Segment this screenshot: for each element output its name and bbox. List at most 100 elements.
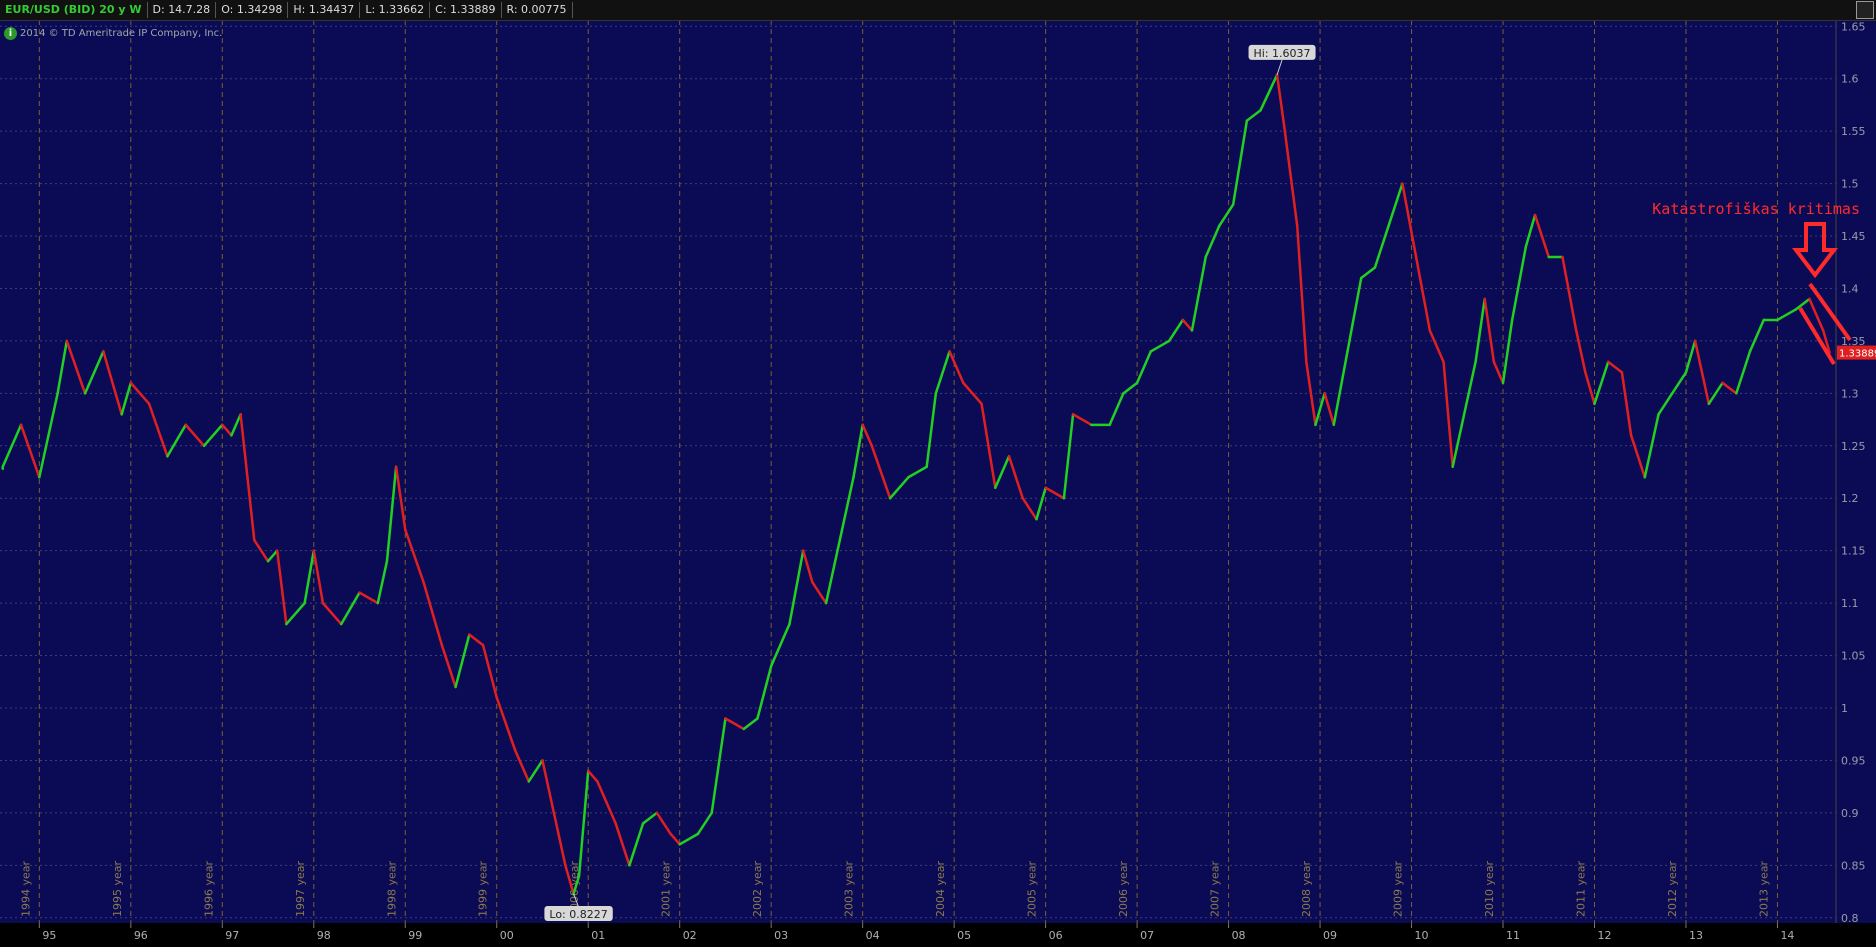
trend-line — [1808, 282, 1852, 342]
x-tick-label: 03 — [774, 929, 788, 942]
price-segment — [1671, 371, 1688, 395]
price-segment — [422, 580, 444, 647]
price-segment — [1684, 339, 1697, 374]
price-segment — [1275, 73, 1285, 122]
x-tick-label: 02 — [683, 929, 697, 942]
price-segment — [1574, 329, 1587, 374]
last-price-label: 1.33889 — [1839, 349, 1876, 360]
price-segment — [564, 864, 575, 896]
price-segment — [1071, 413, 1093, 427]
y-tick-label: 1.65 — [1841, 20, 1866, 33]
price-segment — [838, 476, 855, 542]
y-tick-label: 1.25 — [1841, 440, 1866, 453]
y-tick-label: 0.85 — [1841, 859, 1866, 872]
price-segment — [1245, 108, 1262, 122]
price-segment — [394, 465, 407, 531]
price-segment — [1584, 371, 1596, 406]
year-label: 2004 year — [934, 860, 947, 917]
year-label: 1999 year — [477, 860, 490, 917]
price-segment — [1190, 255, 1207, 332]
price-segment — [495, 696, 517, 752]
price-segment — [129, 381, 151, 406]
price-segment — [1533, 213, 1551, 259]
y-tick-label: 1.2 — [1841, 492, 1859, 505]
price-segment — [934, 350, 951, 395]
y-tick-label: 1.45 — [1841, 230, 1866, 243]
chart-settings-button[interactable] — [1856, 1, 1874, 19]
price-segment — [1735, 350, 1752, 395]
trend-line — [1798, 306, 1836, 366]
y-tick-label: 0.9 — [1841, 807, 1859, 820]
price-segment — [541, 759, 558, 825]
y-tick-label: 1.4 — [1841, 282, 1859, 295]
x-tick-label: 09 — [1323, 929, 1337, 942]
price-segment — [83, 350, 105, 395]
price-segment — [1359, 266, 1377, 280]
year-label: 2013 year — [1757, 860, 1770, 917]
price-segment — [788, 549, 805, 626]
copyright-text: 2014 © TD Ameritrade IP Company, Inc. — [20, 28, 223, 39]
year-label: 2006 year — [1117, 860, 1130, 917]
price-segment — [166, 423, 187, 458]
copyright: i 2014 © TD Ameritrade IP Company, Inc. — [4, 27, 222, 40]
price-segment — [1620, 371, 1633, 437]
price-segment — [1135, 350, 1153, 385]
year-label: 2010 year — [1483, 860, 1496, 917]
price-segment — [468, 633, 485, 647]
price-segment — [404, 528, 425, 584]
x-axis-area — [0, 923, 1876, 947]
price-segment — [454, 633, 471, 689]
price-segment — [655, 811, 672, 836]
price-segment — [1401, 182, 1418, 259]
price-segment — [1204, 224, 1221, 259]
extreme-label-box — [1248, 44, 1316, 60]
y-tick-label: 1.6 — [1841, 73, 1859, 86]
price-segment — [385, 465, 398, 563]
price-segment — [641, 811, 659, 825]
price-segment — [1693, 339, 1711, 406]
price-segment — [1122, 381, 1139, 395]
price-segment — [1149, 339, 1171, 353]
x-tick-label: 10 — [1415, 929, 1429, 942]
price-segment — [65, 339, 87, 395]
price-segment — [1510, 245, 1528, 322]
price-segment — [120, 381, 133, 416]
price-segment — [669, 832, 681, 846]
price-segment — [1373, 224, 1390, 269]
price-segment — [481, 643, 498, 699]
price-segment — [285, 601, 306, 626]
price-segment — [596, 780, 617, 825]
price-segment — [1259, 73, 1279, 112]
y-tick-label: 1.15 — [1841, 545, 1866, 558]
x-tick-label: 05 — [957, 929, 971, 942]
year-label: 2009 year — [1392, 860, 1405, 917]
price-segment — [312, 549, 325, 605]
year-label: 2003 year — [843, 860, 856, 917]
price-segment — [1218, 203, 1235, 227]
price-segment — [239, 413, 256, 542]
price-segment — [769, 622, 791, 668]
header-field: O: 1.34298 — [216, 2, 289, 18]
price-segment — [1821, 329, 1831, 354]
x-tick-label: 98 — [317, 929, 331, 942]
extreme-pointer — [1276, 59, 1283, 76]
price-segment — [710, 717, 727, 815]
info-icon[interactable]: i — [4, 27, 17, 40]
year-label: 2005 year — [1026, 860, 1039, 917]
price-segment — [376, 559, 389, 605]
y-tick-label: 1.1 — [1841, 597, 1859, 610]
year-label: 1997 year — [294, 860, 307, 917]
price-segment — [440, 643, 457, 689]
price-segment — [1323, 392, 1336, 427]
price-segment — [628, 822, 645, 867]
x-tick-label: 01 — [591, 929, 605, 942]
price-segment — [1, 423, 23, 469]
price-segment — [1629, 434, 1647, 479]
x-tick-label: 11 — [1506, 929, 1520, 942]
price-segment — [1332, 350, 1349, 427]
last-price-tag — [1837, 345, 1876, 360]
symbol[interactable]: EUR/USD (BID) 20 y W — [0, 2, 148, 18]
price-segment — [303, 549, 316, 605]
